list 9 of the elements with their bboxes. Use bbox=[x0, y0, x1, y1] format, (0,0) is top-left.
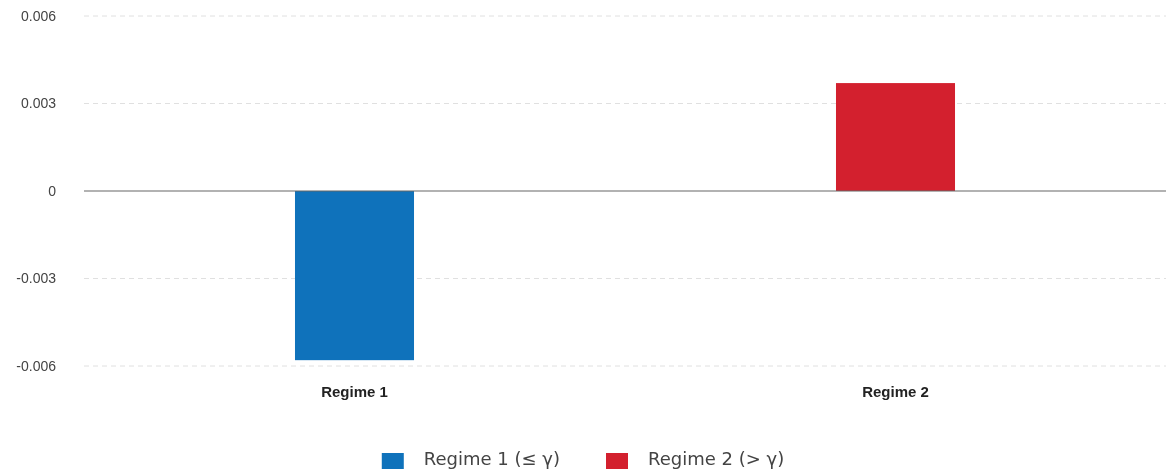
y-tick-label: 0.003 bbox=[20, 95, 57, 112]
legend-label: Regime 1 (≤ γ) bbox=[423, 448, 560, 469]
y-tick-label: 0 bbox=[48, 182, 57, 199]
x-tick-label: Regime 2 bbox=[862, 382, 929, 400]
x-tick-label: Regime 1 bbox=[321, 382, 388, 400]
legend-label: Regime 2 (> γ) bbox=[648, 448, 785, 469]
y-tick-label: -0.003 bbox=[16, 270, 57, 287]
y-tick-label: 0.006 bbox=[20, 7, 57, 24]
y-tick-label: -0.006 bbox=[16, 357, 57, 374]
